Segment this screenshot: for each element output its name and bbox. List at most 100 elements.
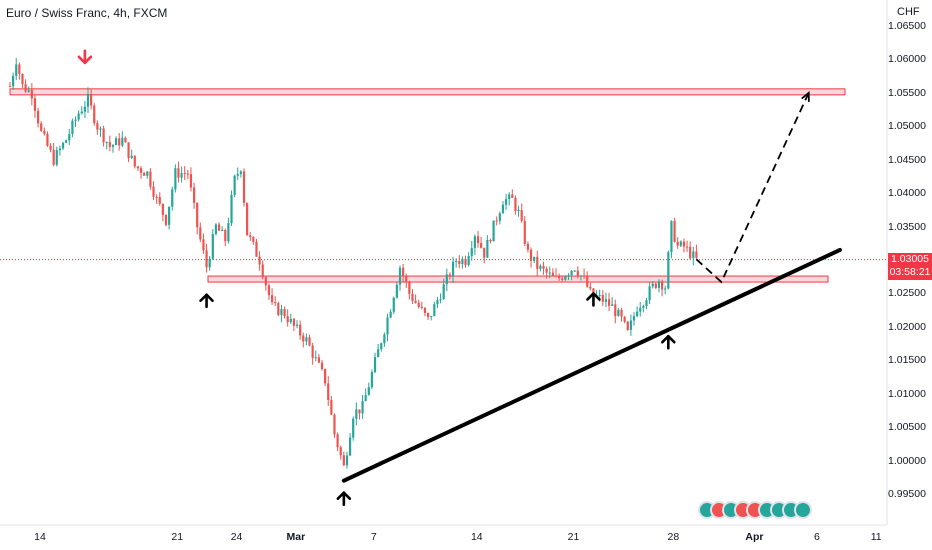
candle-body xyxy=(442,284,445,300)
candle-body xyxy=(155,196,158,198)
candle-body xyxy=(564,276,567,280)
candle-body xyxy=(205,250,208,268)
candle-body xyxy=(380,343,383,350)
candle-body xyxy=(342,455,345,466)
candle-body xyxy=(77,113,80,120)
candle-body xyxy=(489,239,492,242)
candle-body xyxy=(58,148,62,151)
candle-body xyxy=(267,285,271,296)
candle-body xyxy=(27,89,30,92)
candle-body xyxy=(676,241,679,246)
candle-body xyxy=(367,387,370,396)
candle-body xyxy=(15,64,18,76)
candle-body xyxy=(654,283,657,288)
candle-body xyxy=(320,362,324,369)
candle-body xyxy=(99,128,102,130)
price-tick-label: 1.04000 xyxy=(888,187,926,200)
candle-body xyxy=(30,89,33,99)
candle-body xyxy=(18,64,21,74)
candle-body xyxy=(533,256,536,261)
candle-body xyxy=(558,276,561,279)
candle-body xyxy=(426,312,430,318)
candle-body xyxy=(473,236,476,249)
candle-body xyxy=(21,73,24,85)
candle-body xyxy=(383,334,386,344)
candle-body xyxy=(90,93,93,106)
candle-body xyxy=(476,236,480,244)
price-tick-label: 1.06000 xyxy=(888,53,926,66)
candle-body xyxy=(136,166,140,169)
candle-body xyxy=(392,297,395,312)
time-tick-label: 21 xyxy=(171,531,184,543)
candle-body xyxy=(685,246,689,248)
candle-body xyxy=(589,286,592,289)
candle-body xyxy=(261,264,264,278)
candle-body xyxy=(246,202,249,236)
candle-body xyxy=(43,130,46,134)
candle-body xyxy=(149,171,152,187)
candle-body xyxy=(501,204,505,214)
candle-body xyxy=(579,275,583,277)
candle-body xyxy=(467,256,470,265)
flag-icon[interactable] xyxy=(794,501,812,519)
candle-body xyxy=(629,320,632,330)
candle-body xyxy=(352,418,355,438)
candle-body xyxy=(377,349,380,358)
candle-body xyxy=(283,309,286,317)
candle-body xyxy=(420,306,423,308)
candle-body xyxy=(158,196,161,204)
candle-body xyxy=(93,105,96,124)
candle-body xyxy=(408,282,411,294)
candle-body xyxy=(361,401,364,414)
candle-body xyxy=(286,316,289,323)
candle-body xyxy=(105,142,108,144)
candle-body xyxy=(398,267,402,285)
candle-body xyxy=(230,194,233,224)
time-tick-label: 11 xyxy=(870,531,882,543)
candle-body xyxy=(111,145,115,147)
time-tick-label: Apr xyxy=(745,531,764,543)
candle-body xyxy=(302,335,305,342)
indicator-icons[interactable] xyxy=(698,501,812,521)
time-tick-label: 24 xyxy=(230,531,243,543)
price-tick-label: 1.01500 xyxy=(888,354,926,367)
candle-body xyxy=(264,277,267,286)
time-tick-label: 14 xyxy=(34,531,46,543)
chart-title: Euro / Swiss Franc, 4h, FXCM xyxy=(6,6,168,20)
resistance-zone xyxy=(9,88,846,96)
candle-body xyxy=(492,220,495,242)
candle-body xyxy=(542,265,545,269)
candle-body xyxy=(214,224,218,235)
candle-body xyxy=(358,409,361,414)
candle-body xyxy=(355,409,358,419)
price-tick-label: 1.05500 xyxy=(888,86,926,99)
candle-body xyxy=(660,281,664,290)
candle-body xyxy=(227,223,230,242)
candle-body xyxy=(461,258,464,264)
candle-body xyxy=(480,243,483,248)
time-tick-label: 21 xyxy=(567,531,580,543)
projection-path xyxy=(695,92,810,284)
candle-body xyxy=(670,220,673,253)
candle-body xyxy=(239,171,242,175)
candle-body xyxy=(221,229,224,231)
candle-body xyxy=(439,299,442,301)
candle-body xyxy=(411,293,414,301)
candle-body xyxy=(324,368,327,384)
candle-body xyxy=(689,246,692,259)
candle-body xyxy=(24,84,27,92)
time-tick-label: 6 xyxy=(813,531,820,543)
candle-body xyxy=(168,206,171,225)
candle-body xyxy=(299,324,302,336)
price-tick-label: 1.04500 xyxy=(888,153,926,166)
candle-body xyxy=(536,256,539,269)
candle-body xyxy=(102,128,105,143)
candle-body xyxy=(405,276,408,283)
support-zone xyxy=(207,275,829,283)
candle-body xyxy=(632,316,636,321)
candle-body xyxy=(242,171,246,203)
candle-body xyxy=(146,171,149,176)
candle-body xyxy=(249,235,252,238)
projection-arrowhead xyxy=(801,90,810,102)
